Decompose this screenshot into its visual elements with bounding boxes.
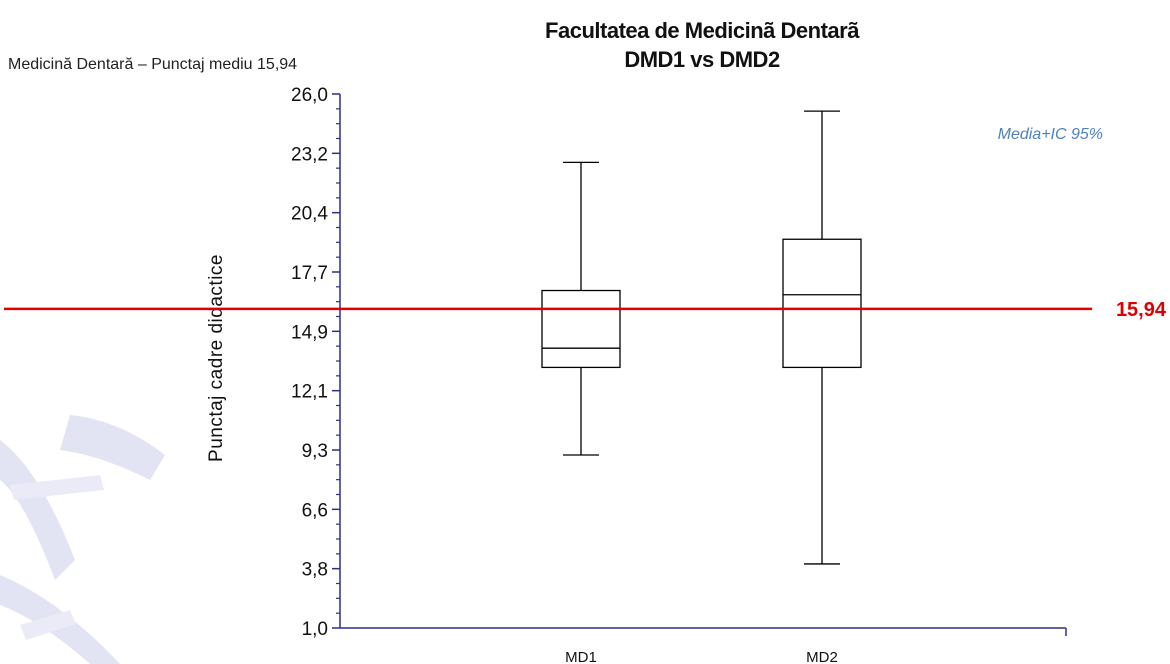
x-category-label: MD2 xyxy=(806,649,838,664)
chart-title-line2: DMD1 vs DMD2 xyxy=(624,47,780,72)
axes xyxy=(339,94,1067,636)
y-tick-label: 23,2 xyxy=(291,144,328,165)
x-category-label: MD1 xyxy=(565,649,597,664)
y-axis-title: Punctaj cadre didactice xyxy=(206,254,227,462)
y-axis-ticks: 1,0 3,8 6,6 9,3 12,1 14,9 17,7 20,4 23,2 26,0 xyxy=(291,85,340,640)
y-tick-label: 1,0 xyxy=(302,619,328,640)
box-md2 xyxy=(782,238,862,369)
y-tick-label: 26,0 xyxy=(291,85,328,106)
reference-line-group: 15,94 xyxy=(4,299,1167,321)
y-tick-label: 3,8 xyxy=(302,560,328,581)
y-tick-label: 14,9 xyxy=(291,322,328,343)
y-tick-label: 17,7 xyxy=(291,263,328,284)
reference-line-label: 15,94 xyxy=(1116,299,1167,321)
page-subtitle: Medicină Dentară – Punctaj mediu 15,94 xyxy=(8,56,297,73)
chart-title-line1: Facultatea de Medicinã Dentarã xyxy=(545,18,860,43)
legend-annotation: Media+IC 95% xyxy=(998,126,1103,143)
box-plots xyxy=(541,110,862,565)
box-md1 xyxy=(541,289,621,369)
y-tick-label: 20,4 xyxy=(291,204,328,225)
y-tick-label: 9,3 xyxy=(302,441,328,462)
y-tick-label: 12,1 xyxy=(291,382,328,403)
y-tick-label: 6,6 xyxy=(302,500,328,521)
x-axis-categories: MD1 MD2 xyxy=(565,649,838,664)
dna-watermark xyxy=(0,415,165,664)
